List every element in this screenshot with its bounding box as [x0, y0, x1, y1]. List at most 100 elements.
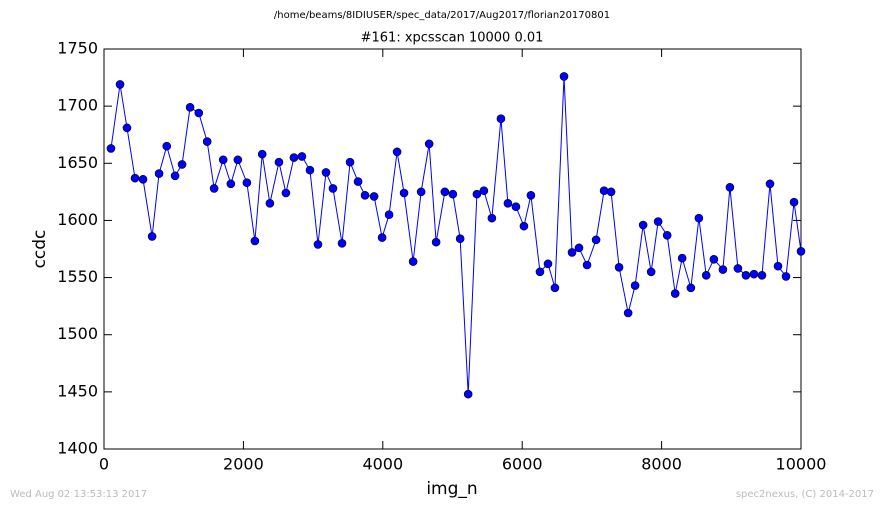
data-point	[274, 157, 284, 167]
data-point	[233, 155, 243, 165]
data-point	[653, 217, 663, 226]
x-tick-label: 10000	[776, 455, 827, 474]
x-tick-label: 2000	[223, 455, 264, 474]
chart-title: /home/beams/8IDIUSER/spec_data/2017/Aug2…	[274, 10, 610, 21]
data-point	[757, 270, 767, 280]
data-point	[574, 243, 584, 253]
y-tick-label: 1750	[57, 39, 98, 58]
data-point	[147, 232, 157, 241]
data-point	[321, 168, 331, 177]
data-point	[399, 188, 409, 198]
data-point	[765, 179, 775, 189]
data-point	[455, 234, 465, 244]
data-point	[416, 187, 426, 197]
data-point	[591, 235, 601, 245]
data-point	[503, 198, 513, 208]
data-point	[384, 210, 394, 220]
data-point	[694, 213, 704, 223]
x-tick-label: 8000	[641, 455, 682, 474]
data-point	[392, 147, 402, 157]
data-point	[209, 184, 219, 193]
data-point	[614, 262, 624, 272]
data-point	[431, 237, 441, 247]
data-point	[749, 269, 759, 279]
data-point	[369, 192, 379, 201]
data-point	[582, 260, 592, 270]
data-point	[305, 165, 315, 175]
data-point	[353, 177, 363, 186]
data-point	[496, 114, 506, 124]
data-point	[781, 272, 791, 281]
data-point	[250, 236, 260, 246]
data-point	[733, 264, 743, 273]
data-point	[345, 157, 355, 167]
data-point	[638, 220, 648, 230]
data-point	[337, 238, 347, 248]
data-point	[646, 267, 656, 277]
data-point	[623, 308, 633, 318]
y-tick-label: 1450	[57, 381, 98, 400]
data-point	[535, 267, 545, 277]
data-point	[218, 155, 228, 165]
data-point	[448, 189, 458, 199]
data-point	[550, 283, 560, 293]
data-point	[709, 254, 719, 264]
data-point	[177, 160, 187, 169]
data-point	[265, 198, 275, 208]
data-point	[257, 149, 267, 159]
y-tick-label: 1650	[57, 153, 98, 172]
data-point	[662, 230, 672, 240]
credit: spec2nexus, (C) 2014-2017	[736, 489, 874, 500]
data-point	[567, 248, 577, 257]
data-point	[599, 186, 609, 196]
data-point	[796, 246, 806, 256]
data-point	[472, 189, 482, 199]
data-point	[170, 171, 180, 181]
data-point	[185, 102, 195, 112]
chart-subtitle: #161: xpcsscan 10000 0.01	[361, 31, 544, 46]
data-point	[479, 186, 489, 196]
y-tick-label: 1400	[57, 439, 98, 458]
timestamp: Wed Aug 02 13:53:13 2017	[10, 489, 147, 500]
data-point	[718, 265, 728, 274]
data-point	[789, 197, 799, 207]
y-tick-label: 1550	[57, 267, 98, 286]
series-line	[110, 76, 802, 395]
data-point	[543, 259, 553, 269]
data-point	[242, 178, 252, 188]
data-point	[606, 187, 616, 197]
data-point	[328, 184, 338, 193]
data-point	[360, 190, 370, 200]
data-point	[194, 108, 204, 118]
data-point	[424, 139, 434, 149]
data-point	[440, 187, 450, 197]
data-point	[226, 179, 236, 189]
data-point	[289, 153, 299, 162]
data-point	[297, 152, 307, 161]
data-point	[281, 188, 291, 198]
data-point	[463, 389, 473, 399]
x-tick-label: 6000	[502, 455, 543, 474]
data-point	[377, 233, 387, 242]
data-point	[154, 169, 164, 178]
data-point	[511, 202, 521, 212]
y-tick-label: 1600	[57, 210, 98, 229]
data-point	[630, 281, 640, 290]
data-point	[519, 221, 529, 231]
data-point	[701, 270, 711, 280]
data-point	[741, 270, 751, 280]
y-axis-label: ccdc	[30, 230, 50, 269]
data-point	[115, 80, 125, 89]
data-point	[686, 283, 696, 293]
data-point	[202, 137, 212, 146]
data-point	[677, 253, 687, 263]
data-point	[106, 144, 116, 153]
data-point	[526, 190, 536, 200]
data-point	[670, 289, 680, 298]
x-tick-label: 4000	[362, 455, 403, 474]
data-point	[162, 141, 172, 151]
data-point	[487, 213, 497, 223]
data-point	[138, 174, 148, 184]
